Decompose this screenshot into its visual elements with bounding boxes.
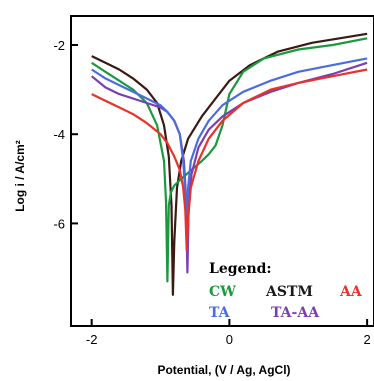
plot-frame — [70, 15, 374, 327]
y-tick-label: -6 — [53, 216, 65, 231]
x-tick-label: 2 — [363, 332, 370, 347]
legend-entry-astm: ASTM — [265, 284, 313, 300]
series-line-astm — [91, 32, 368, 296]
legend: Legend: CW ASTM AA TA TA-AA — [209, 261, 363, 321]
y-axis-label: Log i / A/cm² — [13, 140, 27, 212]
x-tick-label: -2 — [86, 332, 98, 347]
x-tick-label: 0 — [226, 332, 233, 347]
series-line-cw — [91, 37, 368, 283]
legend-entry-cw: CW — [209, 284, 236, 300]
legend-entry-ta: TA — [209, 305, 231, 321]
series-layer — [91, 32, 368, 296]
y-tick-label: -2 — [53, 38, 65, 53]
legend-entry-ta-aa: TA-AA — [271, 305, 320, 321]
series-line-ta — [91, 57, 368, 216]
legend-title: Legend: — [209, 261, 272, 277]
series-line-aa — [91, 68, 368, 252]
legend-entry-aa: AA — [339, 284, 363, 300]
y-tick-label: -4 — [53, 127, 65, 142]
x-axis-label: Potential, (V / Ag, AgCl) — [157, 363, 290, 377]
ticks-layer: -2 0 2 -2 -4 -6 — [53, 38, 370, 347]
